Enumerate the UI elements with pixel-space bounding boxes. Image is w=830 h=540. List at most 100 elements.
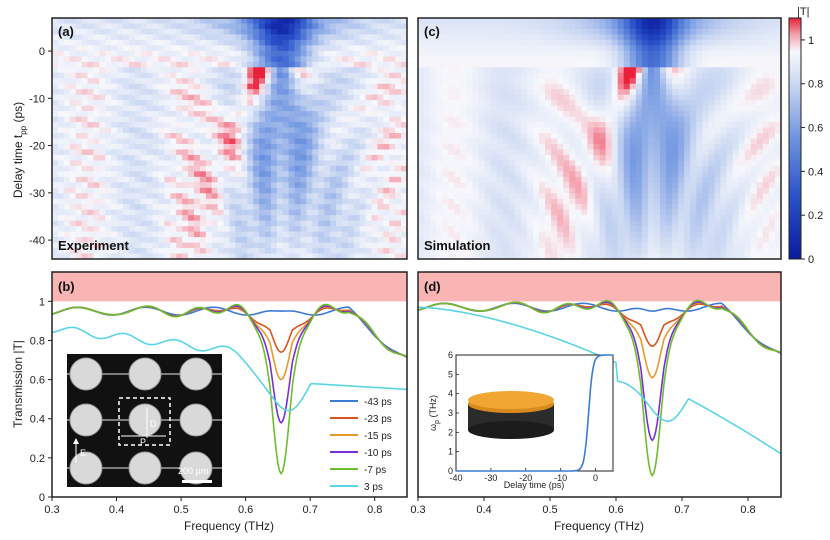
heatmap-cell [140,83,148,90]
heatmap-cell [756,149,764,156]
heatmap-cell [306,149,313,156]
heatmap-cell [282,149,290,156]
heatmap-cell [395,193,402,200]
heatmap-cell [472,154,480,162]
heatmap-cell [569,171,576,178]
heatmap-cell [690,67,697,74]
heatmap-cell [253,28,260,36]
heatmap-cell [732,122,740,129]
heatmap-cell [134,160,142,167]
heatmap-cell [93,45,100,52]
heatmap-cell [641,61,649,68]
heatmap-cell [756,45,764,52]
heatmap-cell [708,78,716,85]
heatmap-cell [259,182,266,189]
heatmap-cell [265,182,272,189]
heatmap-cell [81,193,89,200]
heatmap-cell [732,143,740,151]
heatmap-cell [347,215,355,222]
heatmap-cell [448,226,455,233]
heatmap-cell [629,187,637,194]
heatmap-cell [520,133,528,140]
heatmap-cell [306,204,313,211]
heatmap-cell [282,242,290,249]
heatmap-cell [702,39,709,46]
heatmap-cell [105,94,112,101]
heatmap-cell [205,231,213,238]
heatmap-cell [69,143,77,151]
heatmap-cell [545,56,552,63]
heatmap-cell [134,28,142,36]
heatmap-cell [123,171,130,178]
heatmap-cell [182,242,189,249]
heatmap-cell [146,187,154,194]
heatmap-cell [599,18,607,25]
heatmap-cell [182,138,189,145]
heatmap-cell [575,143,582,151]
heatmap-cell [744,176,752,183]
heatmap-cell [466,220,474,227]
heatmap-cell [282,105,290,112]
heatmap-cell [708,138,716,145]
heatmap-cell [123,78,130,85]
heatmap-cell [288,154,296,162]
heatmap-cell [774,111,781,118]
heatmap-cell [617,94,625,101]
heatmap-cell [312,23,319,30]
heatmap-cell [442,165,449,172]
heatmap-cell [312,39,319,46]
heatmap-cell [641,133,649,140]
heatmap-cell [545,171,552,178]
heatmap-cell [532,176,540,183]
heatmap-cell [188,187,195,194]
heatmap-cell [593,176,601,183]
heatmap-cell [194,83,201,90]
heatmap-cell [359,160,367,167]
heatmap-cell [672,83,679,90]
heatmap-cell [599,182,607,189]
heatmap-cell [599,45,607,52]
heatmap-cell [526,61,534,68]
heatmap-cell [605,61,613,68]
heatmap-cell [551,133,558,140]
heatmap-cell [551,171,558,178]
heatmap-cell [288,237,296,244]
heatmap-cell [270,226,278,233]
heatmap-cell [702,204,709,211]
heatmap-cell [750,28,758,36]
heatmap-cell [690,122,697,129]
heatmap-cell [605,209,613,216]
heatmap-cell [430,67,437,74]
heatmap-cell [389,122,396,129]
heatmap-cell [259,72,266,79]
heatmap-cell [496,78,504,85]
heatmap-cell [545,111,552,118]
heatmap-cell [726,154,734,162]
heatmap-cell [581,50,588,57]
heatmap-cell [454,89,461,96]
heatmap-cell [99,127,106,134]
heatmap-cell [57,78,65,85]
heatmap-cell [241,67,248,74]
heatmap-cell [395,78,402,85]
heatmap-cell [575,165,582,172]
heatmap-cell [762,215,770,222]
heatmap-cell [99,209,106,216]
heatmap-cell [93,23,100,30]
heatmap-cell [270,50,278,57]
heatmap-cell [336,45,343,52]
heatmap-cell [253,67,260,74]
heatmap-cell [377,23,384,30]
heatmap-cell [702,116,709,123]
heatmap-cell [253,198,260,205]
heatmap-cell [496,105,504,112]
heatmap-cell [300,127,308,134]
heatmap-cell [306,237,313,244]
heatmap-cell [629,182,637,189]
heatmap-cell [371,72,379,79]
heatmap-cell [436,72,443,79]
heatmap-cell [152,253,160,259]
heatmap-cell [514,138,522,145]
heatmap-cell [57,127,65,134]
heatmap-cell [306,34,313,41]
